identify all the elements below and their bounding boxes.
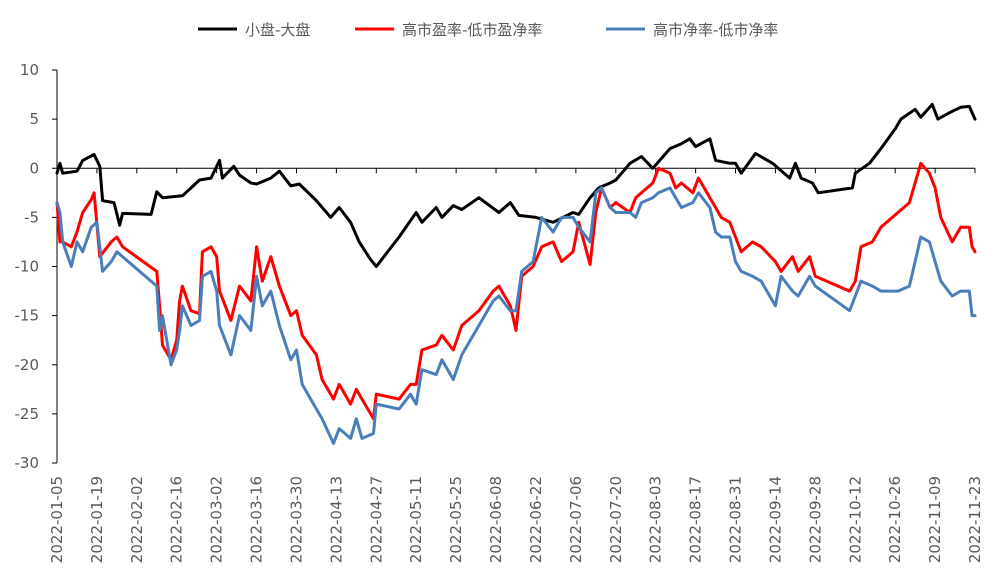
x-tick-label: 2022-04-13 <box>327 476 345 563</box>
x-tick-label: 2022-01-05 <box>48 476 66 563</box>
y-tick-label: -10 <box>15 258 40 276</box>
series-line-0 <box>55 102 977 268</box>
x-tick-label: 2022-09-14 <box>766 476 784 563</box>
x-axis: 2022-01-05 2022-01-19 2022-02-02 2022-02-16… <box>48 167 984 563</box>
series-line-1 <box>55 161 977 421</box>
y-tick-label: -30 <box>15 454 40 472</box>
x-tick-label: 2022-05-11 <box>407 476 425 563</box>
y-tick-label: 10 <box>20 61 39 79</box>
series-line-2 <box>55 186 977 445</box>
x-tick-label: 2022-10-26 <box>886 476 904 563</box>
x-tick-label: 2022-07-20 <box>607 476 625 563</box>
y-tick-label: -15 <box>15 307 40 325</box>
x-tick-label: 2022-03-16 <box>248 476 266 563</box>
x-tick-label: 2022-06-08 <box>487 476 505 563</box>
y-axis: 10 5 0 -5 -10 -15 -20 -25 -30 <box>15 61 58 472</box>
x-tick-label: 2022-04-27 <box>367 476 385 563</box>
series-layer <box>55 102 977 445</box>
x-tick-label: 2022-10-12 <box>846 476 864 563</box>
y-tick-label: -25 <box>15 405 40 423</box>
legend-label-2: 高市净率-低市净率 <box>653 21 778 39</box>
legend: 小盘-大盘 高市盈率-低市盈净率 高市净率-低市净率 <box>198 21 778 39</box>
y-tick-label: -5 <box>24 208 39 226</box>
legend-label-1: 高市盈率-低市盈净率 <box>402 21 542 39</box>
x-tick-label: 2022-01-19 <box>88 476 106 563</box>
x-tick-label: 2022-11-23 <box>966 476 984 563</box>
y-tick-label: 0 <box>29 159 39 177</box>
y-tick-label: 5 <box>29 110 39 128</box>
x-tick-label: 2022-08-31 <box>727 476 745 563</box>
x-tick-label: 2022-08-17 <box>687 476 705 563</box>
x-tick-label: 2022-02-02 <box>128 476 146 563</box>
x-tick-label: 2022-11-09 <box>926 476 944 563</box>
x-tick-label: 2022-07-06 <box>567 476 585 563</box>
x-tick-label: 2022-09-28 <box>806 476 824 563</box>
y-tick-label: -20 <box>15 356 40 374</box>
x-tick-label: 2022-05-25 <box>447 476 465 563</box>
x-tick-label: 2022-06-22 <box>527 476 545 563</box>
x-tick-label: 2022-03-02 <box>208 476 226 563</box>
x-tick-label: 2022-02-16 <box>168 476 186 563</box>
legend-label-0: 小盘-大盘 <box>245 21 310 39</box>
x-tick-label: 2022-08-03 <box>647 476 665 563</box>
x-tick-label: 2022-03-30 <box>287 476 305 563</box>
